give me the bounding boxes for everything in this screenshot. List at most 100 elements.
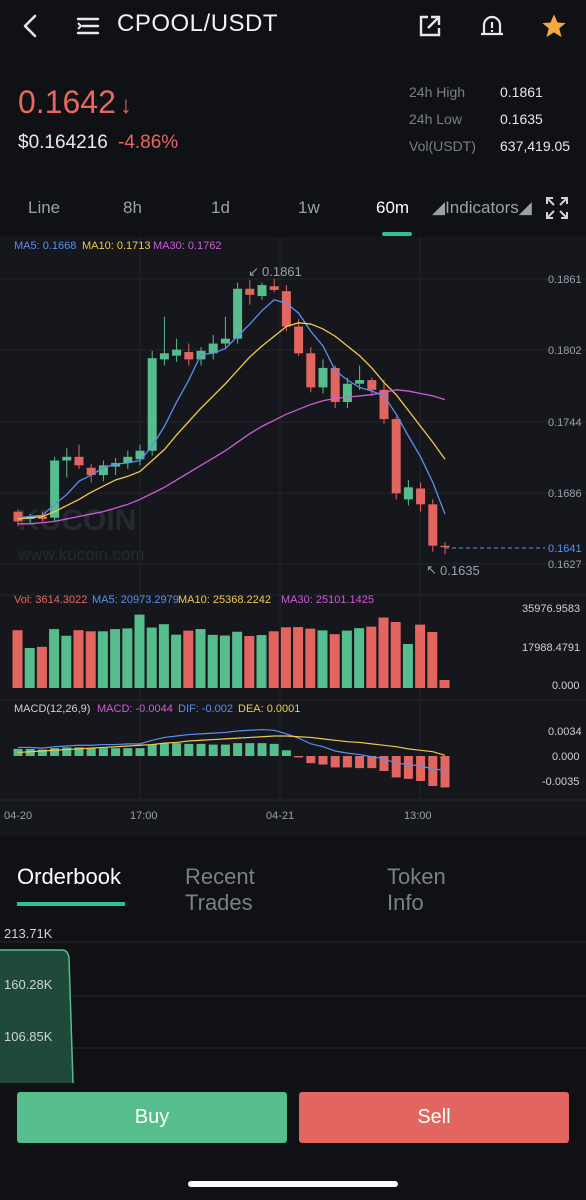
candle-body bbox=[379, 389, 389, 420]
macd-bar bbox=[294, 756, 304, 758]
stat-label-vol: Vol(USDT) bbox=[409, 138, 476, 154]
candle-body bbox=[50, 460, 60, 518]
vol-y-tick-1: 17988.4791 bbox=[522, 642, 580, 654]
ma5-legend: MA5: 0.1668 bbox=[14, 240, 76, 252]
candle bbox=[74, 444, 84, 469]
volume-bar bbox=[134, 614, 145, 688]
macd-bar bbox=[233, 743, 243, 756]
candle bbox=[172, 338, 182, 362]
candle bbox=[428, 499, 438, 552]
candle-body bbox=[342, 383, 352, 403]
candle bbox=[403, 479, 413, 506]
candle bbox=[62, 448, 72, 478]
candle-body bbox=[440, 545, 450, 548]
candle bbox=[147, 350, 157, 456]
volume-bar bbox=[158, 624, 169, 688]
candle bbox=[50, 456, 60, 522]
timeframe-60m[interactable]: 60m bbox=[376, 198, 410, 217]
volume-bar bbox=[24, 647, 35, 688]
dif-line bbox=[18, 728, 446, 771]
star-icon[interactable] bbox=[538, 10, 570, 42]
volume-bar bbox=[97, 631, 108, 688]
macd-title: MACD(12,26,9) bbox=[14, 703, 90, 715]
candle bbox=[330, 365, 340, 409]
macd-bar bbox=[62, 747, 72, 756]
last-price: 0.1642 ↓ bbox=[18, 84, 132, 120]
home-indicator[interactable] bbox=[188, 1181, 398, 1187]
volume-bar bbox=[36, 646, 47, 688]
candle bbox=[245, 280, 255, 305]
candle-body bbox=[403, 487, 413, 500]
share-icon[interactable] bbox=[414, 10, 446, 42]
timeframe-1d[interactable]: 1d bbox=[211, 198, 230, 217]
volume-bar bbox=[195, 629, 206, 688]
high-marker: 0.1861 bbox=[262, 264, 302, 279]
candle-body bbox=[172, 349, 182, 356]
dif-legend: DIF: -0.002 bbox=[178, 703, 233, 715]
candle bbox=[294, 319, 304, 356]
ma10-legend: MA10: 0.1713 bbox=[82, 240, 151, 252]
candle bbox=[159, 316, 169, 366]
candle-body bbox=[269, 286, 279, 290]
tab-token-info[interactable]: Token Info bbox=[387, 864, 446, 915]
tab-orderbook[interactable]: Orderbook bbox=[17, 864, 121, 889]
vol-legend: Vol: 3614.3022 bbox=[14, 594, 87, 606]
menu-icon[interactable] bbox=[72, 10, 104, 42]
gridlines bbox=[0, 237, 586, 801]
macd-bar bbox=[86, 748, 96, 756]
x-tick-1: 17:00 bbox=[130, 810, 158, 822]
fullscreen-icon[interactable] bbox=[543, 194, 571, 222]
volume-bar bbox=[122, 628, 133, 688]
buy-button[interactable]: Buy bbox=[17, 1092, 287, 1143]
candle bbox=[208, 335, 218, 360]
volume-bar bbox=[378, 617, 389, 688]
candle bbox=[281, 285, 291, 332]
chart-area[interactable] bbox=[0, 237, 586, 837]
candlestick-chart[interactable]: KUCOIN www.kucoin.com MA5: 0.1668 MA10: … bbox=[0, 237, 586, 837]
macd-bar bbox=[306, 756, 316, 764]
volume-bar bbox=[49, 629, 60, 688]
candle-body bbox=[98, 465, 108, 476]
volume-bar bbox=[427, 631, 438, 688]
macd-bar bbox=[367, 756, 377, 769]
header: CPOOL/USDT bbox=[0, 0, 586, 56]
ma5-line bbox=[17, 298, 446, 519]
volume-bar bbox=[415, 624, 426, 688]
candle-body bbox=[416, 488, 426, 505]
volume-bar bbox=[73, 630, 84, 688]
candle-body bbox=[281, 291, 291, 327]
depth-chart[interactable] bbox=[0, 918, 586, 1083]
candle-body bbox=[159, 353, 169, 360]
candle-body bbox=[245, 288, 255, 295]
macd-bar bbox=[111, 748, 121, 756]
timeframe-1w[interactable]: 1w bbox=[298, 198, 320, 217]
volume-bar bbox=[61, 635, 72, 688]
volume-bar bbox=[232, 631, 243, 688]
alert-bell-icon[interactable] bbox=[476, 10, 508, 42]
sell-button[interactable]: Sell bbox=[299, 1092, 569, 1143]
candle-body bbox=[306, 353, 316, 388]
low-marker: 0.1635 bbox=[440, 563, 480, 578]
macd-bar bbox=[159, 743, 169, 756]
macd-bar bbox=[391, 756, 401, 778]
macd-bar bbox=[318, 756, 328, 765]
timeframe-8h[interactable]: 8h bbox=[123, 198, 142, 217]
y-tick-4: 0.1627 bbox=[548, 559, 582, 571]
candle-body bbox=[13, 511, 23, 522]
macd-bar bbox=[25, 748, 35, 756]
indicators-button[interactable]: ◢Indicators◢ bbox=[432, 198, 532, 218]
timeframe-line[interactable]: Line bbox=[28, 198, 61, 217]
usd-price: $0.164216 bbox=[18, 132, 108, 153]
volume-bar bbox=[317, 630, 328, 688]
macd-bar bbox=[50, 748, 60, 756]
volume-bar bbox=[293, 627, 304, 688]
tab-recent-trades[interactable]: Recent Trades bbox=[185, 864, 255, 915]
x-tick-3: 13:00 bbox=[404, 810, 432, 822]
volume-bar bbox=[207, 634, 218, 688]
macd-y-tick-0: 0.0034 bbox=[548, 726, 582, 738]
bid-depth-area bbox=[0, 950, 73, 1083]
volume-bar bbox=[85, 631, 96, 688]
x-tick-0: 04-20 bbox=[4, 810, 32, 822]
back-icon[interactable] bbox=[14, 10, 46, 42]
depth-label-2: 106.85K bbox=[4, 1029, 53, 1044]
